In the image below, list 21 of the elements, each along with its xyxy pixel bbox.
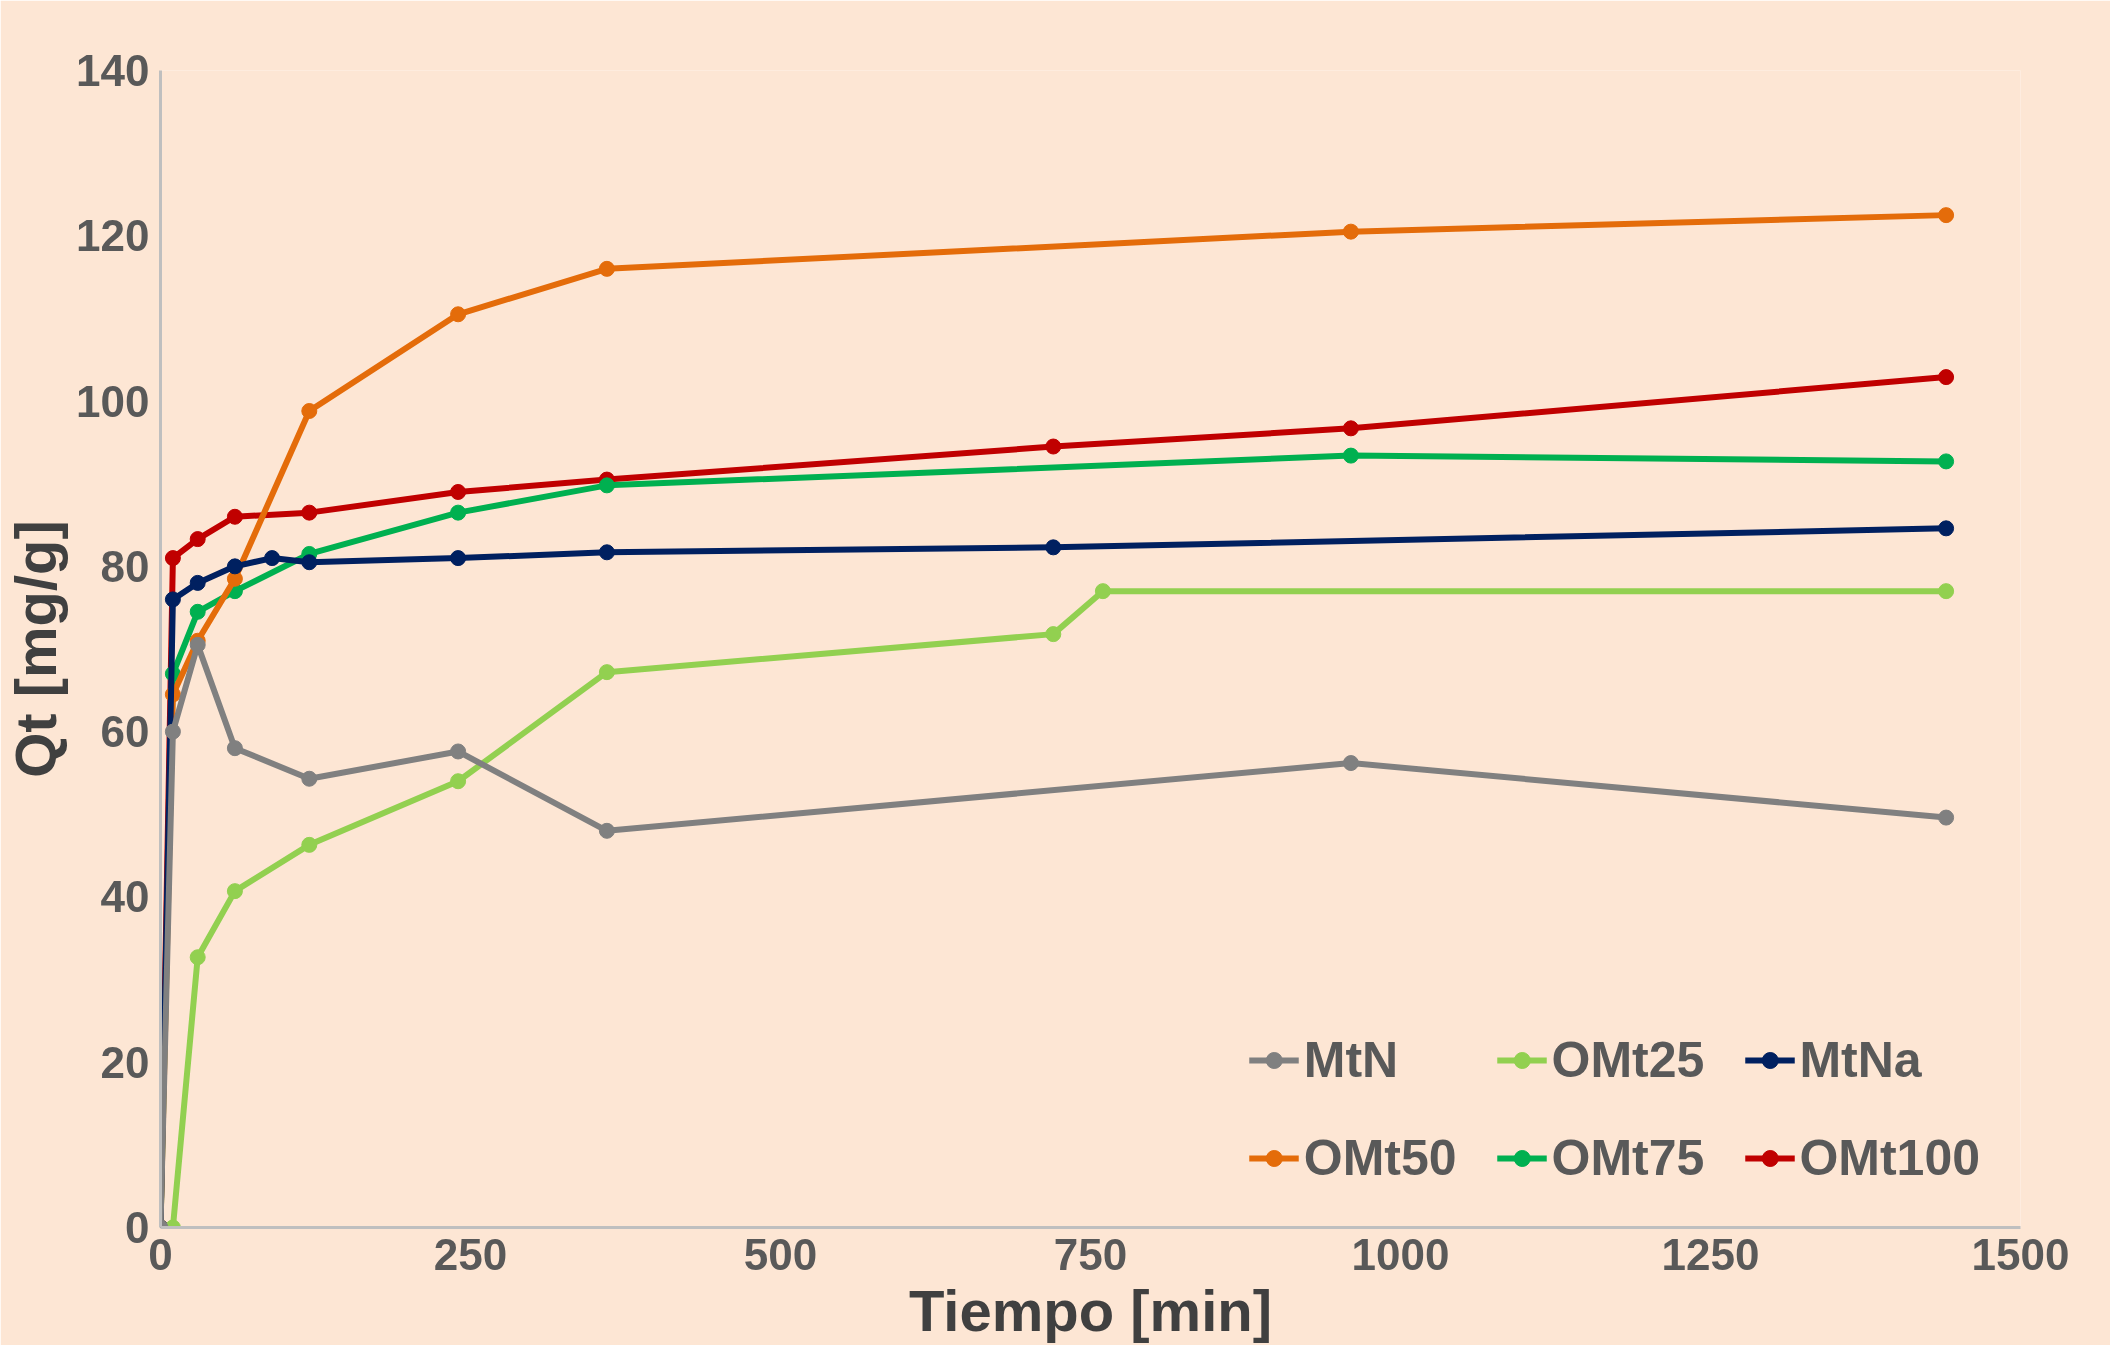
- legend-label: OMt100: [1799, 1129, 1980, 1187]
- y-tick-label: 80: [100, 541, 150, 591]
- legend-label: OMt75: [1551, 1129, 1705, 1187]
- legend-label: OMt50: [1303, 1129, 1457, 1187]
- y-tick-label: 120: [76, 211, 150, 261]
- y-tick-label: 100: [76, 376, 150, 426]
- y-tick-label: 40: [100, 872, 150, 922]
- x-tick-label: 1250: [1661, 1229, 1760, 1279]
- legend-label: OMt25: [1551, 1031, 1705, 1089]
- legend-label: MtNa: [1799, 1031, 1922, 1089]
- x-tick-label: 750: [1053, 1229, 1128, 1279]
- y-tick-label: 20: [100, 1037, 150, 1087]
- x-tick-label: 1500: [1971, 1229, 2070, 1279]
- x-tick-label: 250: [433, 1229, 508, 1279]
- legend-label: MtN: [1303, 1031, 1399, 1089]
- y-tick-label: 140: [76, 46, 150, 95]
- x-tick-label: 500: [743, 1229, 818, 1279]
- x-tick-label: 1000: [1351, 1229, 1450, 1279]
- x-axis-title: Tiempo [min]: [908, 1277, 1273, 1343]
- y-axis-title: Qt [mg/g]: [3, 520, 69, 778]
- y-tick-label: 60: [100, 707, 150, 757]
